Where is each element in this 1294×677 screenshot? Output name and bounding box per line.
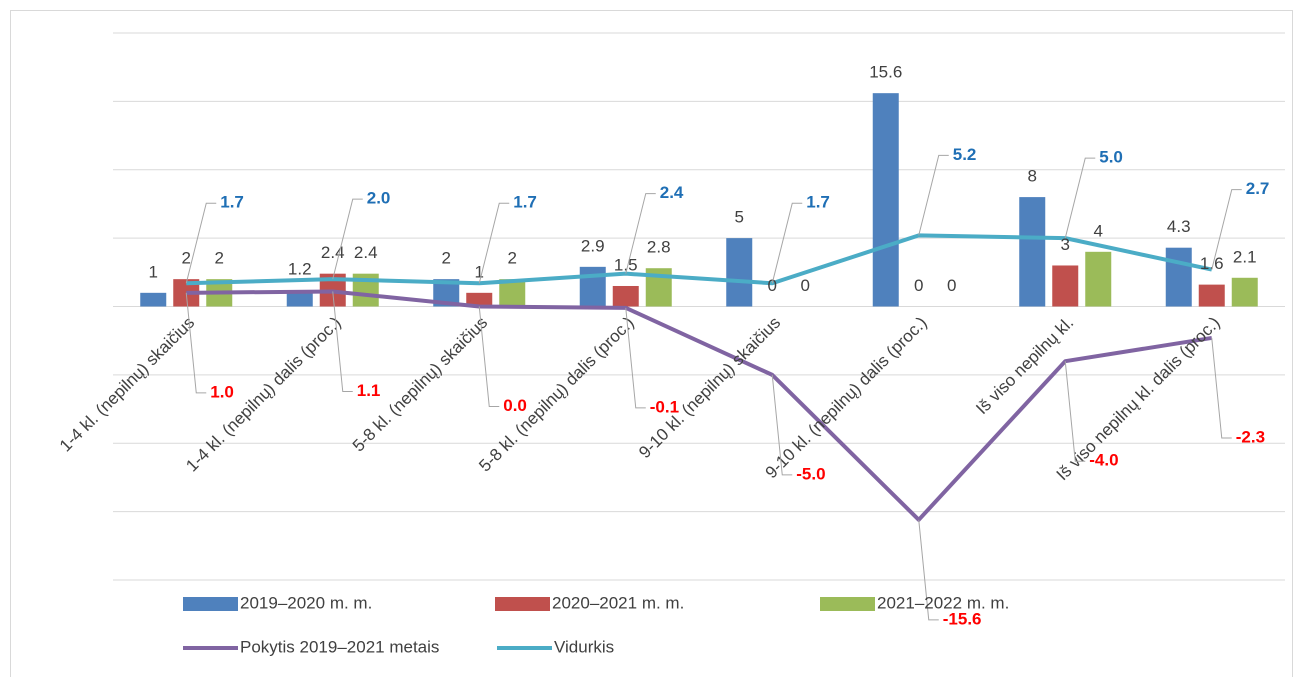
bar-value-label: 0	[801, 276, 810, 295]
line-value-label: 1.7	[806, 193, 830, 212]
line-value-label: 1.7	[220, 193, 244, 212]
legend-label: 2020–2021 m. m.	[552, 593, 684, 612]
leader-line	[478, 202, 510, 284]
bar	[140, 292, 167, 307]
line-value-label: 0.0	[503, 396, 527, 415]
leader-line	[332, 291, 353, 392]
x-tick-label: 1-4 kl. (nepilnų) skaičius	[56, 313, 198, 455]
legend-label: Pokytis 2019–2021 metais	[240, 637, 439, 656]
bar-value-label: 2.1	[1233, 247, 1257, 266]
bar	[726, 238, 753, 307]
legend-swatch	[495, 597, 550, 611]
bar	[1231, 277, 1258, 307]
leader-line	[625, 193, 656, 274]
leader-line	[185, 292, 207, 394]
line-value-label: -5.0	[796, 464, 825, 483]
bar-value-label: 1.6	[1200, 254, 1224, 273]
legend-swatch	[183, 597, 238, 611]
bar-value-label: 15.6	[869, 63, 902, 82]
leader-line	[332, 198, 363, 280]
bar-value-label: 2	[182, 249, 191, 268]
leader-line	[1064, 157, 1096, 239]
bar-value-label: 1.2	[288, 260, 312, 279]
leader-line	[1211, 189, 1242, 270]
legend-swatch	[820, 597, 875, 611]
line-series	[186, 289, 1213, 522]
bar-value-label: 1	[475, 262, 484, 281]
bar	[1052, 265, 1079, 307]
leader-line	[1211, 337, 1232, 439]
leader-line	[918, 154, 949, 236]
bar	[1019, 197, 1046, 307]
legend-label: 2019–2020 m. m.	[240, 593, 372, 612]
bar-value-label: 1	[149, 262, 158, 281]
line-value-label: 1.7	[513, 193, 537, 212]
line-value-label: 5.2	[953, 145, 977, 164]
line-value-label: 2.4	[660, 183, 684, 202]
bar-value-label: 4.3	[1167, 217, 1191, 236]
x-tick-label: 1-4 kl. (nepilnų) dalis (proc.)	[182, 313, 344, 475]
line-value-label: 1.1	[357, 381, 381, 400]
bar-value-label: 5	[735, 208, 744, 227]
bar-value-label: 0	[768, 276, 777, 295]
bar-value-label: 2.8	[647, 238, 671, 257]
x-tick-label: 9-10 kl. (nepilnų) dalis (proc.)	[762, 313, 931, 482]
line-value-label: 5.0	[1099, 148, 1123, 167]
line-value-label: 2.7	[1246, 179, 1270, 198]
legend-label: Vidurkis	[554, 637, 614, 656]
line-value-label: -15.6	[943, 609, 982, 628]
leader-line	[771, 374, 793, 476]
bar-value-label: 0	[947, 276, 956, 295]
bar	[1165, 247, 1192, 307]
bar	[1198, 284, 1225, 307]
line-value-label: 2.0	[367, 189, 391, 208]
bar	[579, 266, 606, 307]
x-tick-label: 9-10 kl. (nepilnų) skaičius	[635, 313, 784, 462]
legend-label: 2021–2022 m. m.	[877, 593, 1009, 612]
bar-value-label: 2.9	[581, 236, 605, 255]
bar	[286, 290, 313, 307]
bar	[1085, 251, 1112, 307]
line-value-label: -0.1	[650, 397, 679, 416]
leader-line	[478, 306, 500, 407]
x-tick-label: 5-8 kl. (nepilnų) dalis (proc.)	[475, 313, 637, 475]
bar-value-label: 3	[1061, 235, 1070, 254]
line-series	[186, 233, 1213, 286]
leader-line	[918, 519, 939, 621]
line-value-label: -4.0	[1089, 451, 1118, 470]
bar-value-label: 2.4	[354, 243, 378, 262]
bar-value-label: 2	[508, 249, 517, 268]
bar-value-label: 8	[1028, 167, 1037, 186]
line-value-label: 1.0	[210, 382, 234, 401]
leader-line	[771, 202, 803, 284]
chart-border	[10, 10, 1293, 677]
bar	[499, 279, 526, 307]
bar-value-label: 0	[914, 276, 923, 295]
bar	[612, 285, 639, 307]
leader-line	[625, 307, 646, 409]
x-tick-label: Iš viso nepilnų kl. dalis (proc.)	[1053, 313, 1224, 484]
line-value-label: -2.3	[1236, 427, 1265, 446]
bar	[466, 292, 493, 307]
bar	[872, 93, 899, 307]
leader-line	[1064, 361, 1086, 462]
bar-value-label: 1.5	[614, 255, 638, 274]
leader-line	[185, 202, 217, 284]
bar-value-label: 2	[442, 249, 451, 268]
bar-value-label: 2	[215, 249, 224, 268]
bar-value-label: 4	[1094, 221, 1103, 240]
